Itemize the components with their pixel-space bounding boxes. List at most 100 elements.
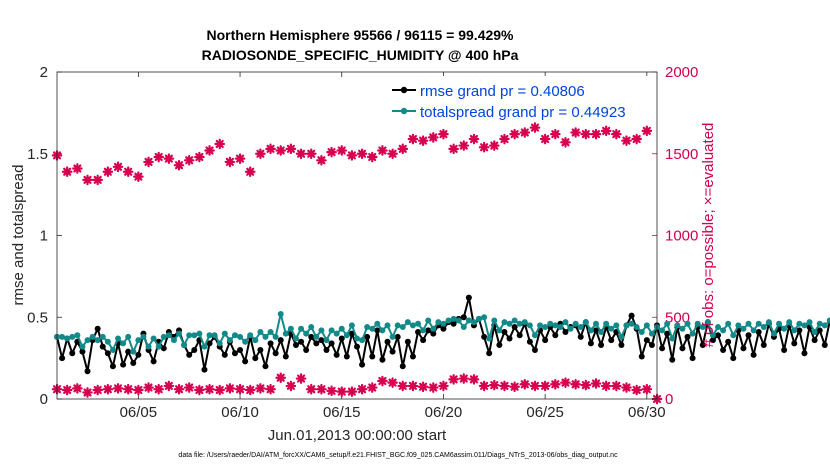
x-tick-label: 06/30: [628, 404, 666, 421]
totalspread-point: [267, 328, 274, 335]
obs-evaluated-marker: [163, 380, 175, 392]
totalspread-point: [165, 332, 172, 339]
obs-possible-marker: [478, 141, 490, 153]
totalspread-point: [343, 332, 350, 339]
obs-evaluated-marker: [72, 383, 83, 394]
rmse-point: [531, 346, 538, 353]
rmse-point: [150, 358, 157, 365]
totalspread-point: [59, 333, 66, 340]
totalspread-point: [674, 322, 681, 329]
totalspread-point: [318, 327, 325, 334]
legend-spread-label: totalspread grand pr = 0.44923: [420, 104, 626, 121]
obs-evaluated-marker: [244, 384, 256, 396]
rmse-point: [481, 333, 488, 340]
totalspread-point: [760, 324, 767, 331]
totalspread-point: [328, 327, 335, 334]
rmse-point: [552, 332, 559, 339]
obs-evaluated-marker: [214, 384, 226, 396]
obs-possible-marker: [72, 163, 83, 174]
totalspread-point: [486, 335, 493, 342]
totalspread-point: [242, 338, 249, 345]
rmse-point: [755, 328, 762, 335]
obs-evaluated-marker: [356, 383, 368, 395]
obs-possible-marker: [92, 174, 103, 186]
y-right-tick-label: 0: [665, 391, 673, 408]
totalspread-point: [608, 325, 615, 332]
obs-evaluated-marker: [265, 383, 276, 395]
totalspread-point: [547, 320, 554, 327]
totalspread-point: [369, 325, 376, 332]
obs-possible-marker: [550, 128, 561, 140]
totalspread-point: [745, 320, 752, 327]
rmse-point: [791, 340, 798, 347]
totalspread-point: [435, 319, 442, 326]
totalspread-point: [623, 322, 630, 329]
obs-possible-marker: [417, 135, 429, 146]
totalspread-point: [659, 327, 666, 334]
obs-possible-marker: [631, 133, 642, 145]
totalspread-point: [237, 333, 244, 340]
totalspread-point: [715, 324, 722, 331]
rmse-point: [186, 351, 193, 358]
obs-evaluated-marker: [82, 387, 93, 398]
rmse-point: [99, 343, 106, 350]
obs-possible-marker: [580, 128, 592, 140]
obs-evaluated-marker: [417, 381, 429, 393]
rmse-point: [796, 327, 803, 334]
rmse-point: [628, 312, 635, 319]
totalspread-point: [130, 348, 137, 355]
legend-box: [386, 76, 648, 122]
rmse-point: [648, 342, 655, 349]
totalspread-point: [354, 335, 360, 342]
rmse-point: [811, 337, 818, 344]
totalspread-point: [694, 320, 701, 327]
rmse-point: [618, 342, 625, 349]
y-axis-left-label: rmse and totalspread: [10, 165, 27, 306]
totalspread-point: [537, 322, 544, 329]
obs-evaluated-marker: [346, 386, 358, 397]
totalspread-point: [109, 346, 116, 353]
totalspread-point: [298, 325, 305, 332]
rmse-point: [252, 355, 259, 362]
totalspread-point: [415, 320, 422, 327]
totalspread-point: [201, 343, 208, 350]
totalspread-point: [567, 325, 574, 332]
obs-possible-marker: [305, 148, 317, 160]
obs-possible-marker: [448, 143, 459, 155]
totalspread-point: [562, 319, 569, 326]
rmse-point: [298, 338, 305, 345]
obs-evaluated-marker: [183, 382, 195, 393]
rmse-point: [725, 338, 732, 345]
totalspread-point: [379, 327, 386, 334]
rmse-point: [430, 330, 437, 337]
rmse-point: [120, 361, 127, 368]
rmse-point: [125, 348, 132, 355]
totalspread-point: [755, 320, 762, 327]
y-left-tick-label: 0.5: [27, 309, 48, 326]
rmse-point: [272, 350, 279, 357]
totalspread-point: [287, 325, 294, 332]
rmse-point: [333, 351, 340, 358]
obs-evaluated-marker: [611, 380, 622, 392]
obs-possible-marker: [356, 148, 368, 160]
rmse-point: [277, 337, 284, 344]
obs-possible-marker: [244, 166, 256, 178]
rmse-point: [440, 325, 447, 332]
rmse-point: [608, 337, 615, 344]
rmse-point: [638, 353, 645, 360]
totalspread-point: [511, 317, 518, 324]
totalspread-point: [440, 320, 447, 327]
obs-evaluated-marker: [499, 380, 510, 392]
rmse-point: [409, 353, 416, 360]
obs-evaluated-marker: [529, 380, 541, 392]
totalspread-point: [542, 324, 549, 331]
obs-possible-marker: [641, 125, 653, 137]
obs-possible-marker: [346, 150, 358, 161]
obs-possible-marker: [468, 133, 480, 145]
rmse-point: [191, 346, 198, 353]
obs-possible-marker: [560, 137, 571, 148]
rmse-point: [664, 330, 671, 337]
totalspread-point: [765, 319, 772, 326]
totalspread-point: [689, 330, 696, 337]
obs-evaluated-marker: [255, 383, 266, 394]
